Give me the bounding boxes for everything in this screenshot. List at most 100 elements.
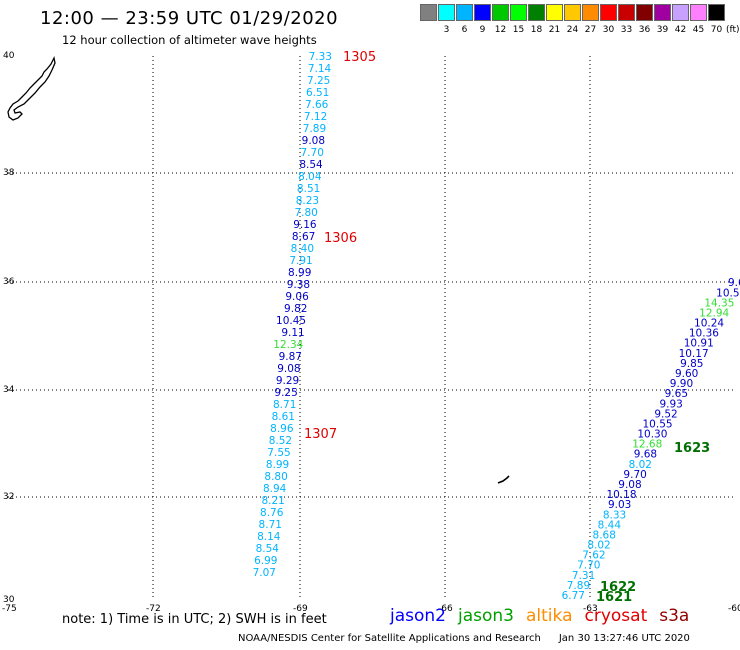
lat-tick-label: 32 [3,492,14,502]
coastline-land [7,56,56,121]
legend-s3a: s3a [659,606,690,626]
wave-height-label: 9.93 [659,398,682,410]
wave-height-label: 10.45 [276,315,306,327]
wave-height-label: 8.99 [288,267,311,279]
legend-jason2: jason2 [390,606,446,626]
wave-height-label: 7.89 [303,123,326,135]
wave-height-label: 9.65 [665,388,688,400]
color-swatch-label: 3 [443,25,450,35]
wave-height-label: 7.70 [577,560,600,572]
map-grid [8,56,735,600]
color-swatch-label: 24 [566,25,579,35]
track-label-1622: 1622 [600,580,636,595]
wave-height-label: 8.61 [272,411,295,423]
wave-height-label: 8.94 [263,483,287,495]
track-label-1305: 1305 [343,50,376,65]
wave-height-label: 9.03 [608,499,631,511]
color-swatch-label: 30 [602,25,615,35]
wave-height-label: 8.99 [266,459,289,471]
wave-height-label: 9.08 [302,135,325,147]
color-swatch [636,4,653,21]
color-swatch [492,4,509,21]
wave-height-label: 8.40 [291,243,314,255]
wave-height-label: 9.87 [279,351,302,363]
wave-height-label: 7.14 [308,63,332,75]
wave-height-label: 12.68 [632,439,662,451]
color-swatch [564,4,581,21]
wave-height-label: 7.31 [572,570,595,582]
wave-height-label: 9.08 [618,479,641,491]
wave-height-label: 7.70 [301,147,324,159]
wave-height-label: 8.54 [256,543,280,555]
color-swatch [474,4,491,21]
wave-height-label: 7.55 [267,447,290,459]
wave-height-label: 9.08 [277,363,300,375]
wave-height-label: 8.76 [260,507,284,519]
credit-text: NOAA/NESDIS Center for Satellite Applica… [238,633,541,644]
wave-height-label: 6.51 [306,87,329,99]
wave-height-label: 14.35 [704,297,734,309]
wave-height-label: 7.12 [304,111,327,123]
wave-height-label: 9.60 [675,368,698,380]
wave-height-label: 7.07 [253,567,276,579]
wave-height-label: 8.14 [257,531,281,543]
page-subtitle: 12 hour collection of altimeter wave hei… [62,33,317,47]
wave-height-label: 10.55 [643,418,673,430]
color-swatch [600,4,617,21]
wave-height-label: 10.30 [637,429,667,441]
track-group-1: 7.337.147.256.517.667.127.899.087.708.54… [253,51,332,579]
wave-height-label: 9.11 [281,327,304,339]
color-swatch-label: 70 [710,25,723,35]
lon-tick-label: -69 [293,604,308,614]
track-label-1306: 1306 [324,231,357,246]
color-swatch-label: 42 [674,25,687,35]
legend-cryosat: cryosat [584,606,648,626]
timestamp: Jan 30 13:27:46 UTC 2020 [558,633,690,644]
color-swatch [528,4,545,21]
wave-height-label: 8.71 [259,519,282,531]
wave-height-label: 8.68 [593,529,616,541]
lon-tick-label: -63 [583,604,598,614]
legend-altika: altika [526,606,573,626]
lon-tick-label: -66 [438,604,453,614]
wave-height-label: 6.77 [562,590,585,602]
color-swatch [456,4,473,21]
wave-height-label: 10.91 [684,338,714,350]
bermuda-island [497,475,510,484]
color-swatch [690,4,707,21]
wave-height-label: 8.51 [297,183,320,195]
footer-note: note: 1) Time is in UTC; 2) SWH is in fe… [62,612,327,627]
satellite-legend: jason2 jason3 altika cryosat s3a [390,606,701,626]
lon-tick-label: -60 [728,604,740,614]
color-swatch-label: 18 [530,25,543,35]
color-swatch-label: 21 [548,25,561,35]
wave-height-label: 8.33 [603,509,626,521]
track-labels: 1305 1306 1307 1623 1622 1621 [304,50,710,605]
color-swatch-label: 15 [512,25,525,35]
color-swatch [438,4,455,21]
wave-height-label: 9.06 [285,291,309,303]
track-label-1621: 1621 [596,590,632,605]
wave-height-label: 7.25 [307,75,330,87]
wave-height-label: 9.82 [284,303,307,315]
wave-height-label: 12.94 [699,307,729,319]
wave-height-label: 9.52 [654,408,677,420]
wave-height-label: 10.18 [606,489,636,501]
wave-height-label: 9.68 [634,449,657,461]
wave-height-label: 9.16 [293,219,317,231]
wave-height-label: 9.70 [623,469,646,481]
color-swatch-label: 9 [479,25,486,35]
wave-height-label: 9.90 [670,378,693,390]
wave-height-label: 10.5 [716,287,739,299]
color-swatch [708,4,725,21]
wave-height-label: 7.66 [305,99,329,111]
wave-height-label: 9.85 [680,358,703,370]
lat-tick-label: 40 [3,51,15,61]
color-swatch [546,4,563,21]
wave-height-label: 10.24 [694,318,724,330]
wave-height-label: 8.23 [296,195,319,207]
wave-height-label: 8.02 [629,459,652,471]
lon-tick-label: -72 [146,604,161,614]
wave-height-label: 8.80 [264,471,287,483]
